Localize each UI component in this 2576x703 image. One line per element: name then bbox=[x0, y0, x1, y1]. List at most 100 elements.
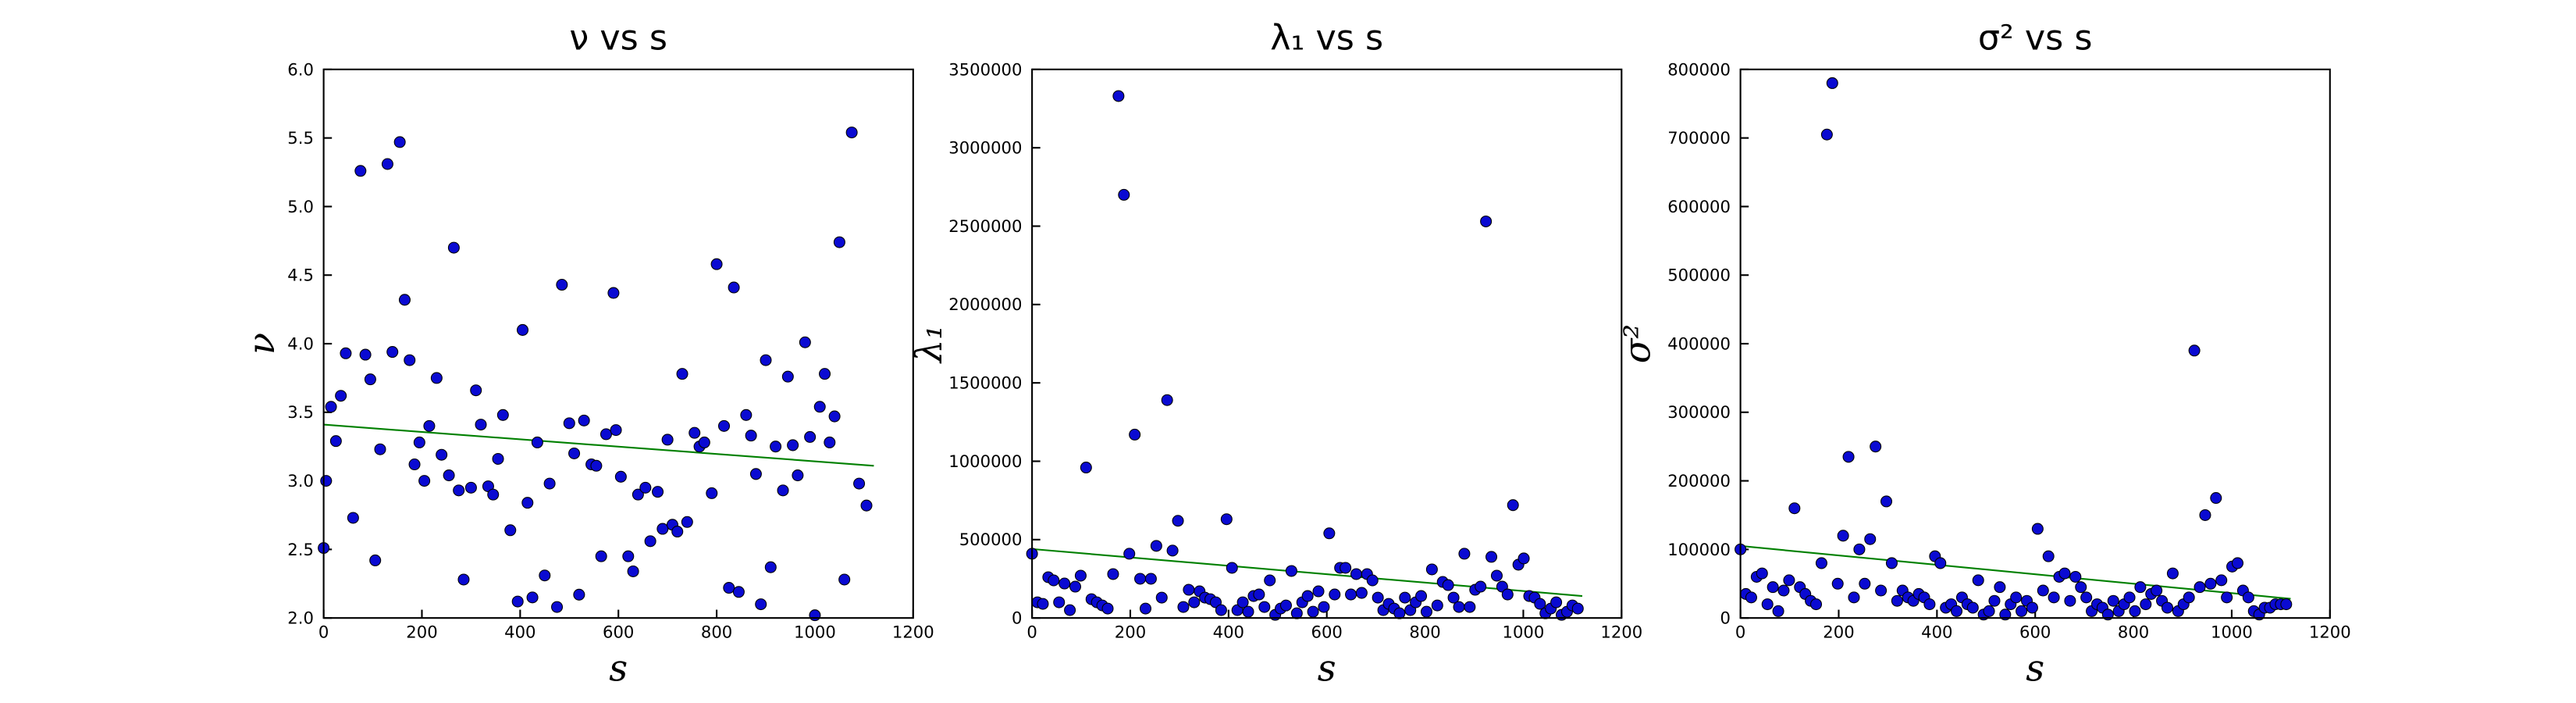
point bbox=[1761, 598, 1774, 611]
point bbox=[335, 390, 347, 402]
point bbox=[453, 484, 465, 497]
x-tick-label: 0 bbox=[318, 623, 329, 642]
point bbox=[770, 441, 782, 453]
point bbox=[813, 401, 826, 413]
point bbox=[1355, 587, 1368, 599]
point bbox=[1815, 557, 1827, 569]
point bbox=[1983, 605, 1995, 617]
point bbox=[819, 368, 831, 380]
x-tick-label: 1000 bbox=[2211, 623, 2253, 642]
x-tick-label: 200 bbox=[1823, 623, 1854, 642]
point bbox=[543, 477, 556, 490]
point bbox=[1745, 591, 1757, 604]
point bbox=[1177, 601, 1190, 613]
point bbox=[1048, 574, 1060, 587]
point bbox=[511, 595, 524, 608]
point bbox=[423, 419, 436, 432]
point bbox=[2037, 584, 2049, 597]
point bbox=[1571, 602, 1584, 615]
point bbox=[2242, 591, 2254, 604]
point bbox=[325, 401, 337, 413]
point bbox=[2231, 557, 2244, 569]
point bbox=[1458, 548, 1471, 560]
point bbox=[824, 436, 836, 448]
point bbox=[1507, 499, 1519, 512]
point bbox=[1501, 588, 1514, 601]
y-tick-label: 700000 bbox=[1667, 128, 1731, 148]
point bbox=[2048, 591, 2060, 604]
point bbox=[804, 430, 817, 443]
x-axis-label: s bbox=[609, 648, 628, 690]
point bbox=[1264, 574, 1276, 587]
point bbox=[1155, 591, 1168, 604]
point bbox=[1864, 533, 1877, 545]
point bbox=[2042, 550, 2055, 562]
point bbox=[698, 436, 710, 448]
point bbox=[487, 488, 500, 501]
subplot: ν vs s s ν 0 200 400 600 800 1000 1200 2.0 2.5 3.0 3.… bbox=[240, 18, 934, 689]
point bbox=[1783, 574, 1795, 587]
x-axis-label: s bbox=[1318, 648, 1336, 690]
point bbox=[1161, 394, 1173, 406]
point bbox=[381, 158, 393, 170]
point bbox=[1118, 188, 1130, 201]
point bbox=[2134, 581, 2147, 594]
point bbox=[1112, 90, 1125, 102]
point bbox=[1988, 594, 2001, 607]
point bbox=[359, 348, 372, 361]
point bbox=[573, 588, 585, 601]
subplot: λ₁ vs s s λ₁ 0 200 400 600 800 1000 1200 0 500000 10… bbox=[908, 18, 1642, 689]
point bbox=[1301, 590, 1314, 602]
point bbox=[563, 417, 575, 430]
plot-frame bbox=[1739, 68, 2331, 619]
point bbox=[551, 601, 564, 613]
point bbox=[1425, 563, 1438, 576]
point bbox=[718, 419, 731, 432]
point bbox=[627, 565, 639, 577]
point bbox=[2016, 605, 2028, 617]
y-tick-label: 3.5 bbox=[287, 402, 314, 422]
point bbox=[2151, 584, 2163, 597]
point bbox=[1290, 607, 1303, 619]
y-axis-label: ν bbox=[240, 333, 283, 355]
point bbox=[1253, 588, 1265, 601]
point bbox=[2161, 601, 2174, 614]
point bbox=[347, 512, 359, 524]
point bbox=[688, 426, 701, 439]
point bbox=[408, 459, 421, 471]
point bbox=[1485, 551, 1498, 563]
point bbox=[1144, 573, 1157, 585]
y-tick-label: 4.5 bbox=[287, 266, 314, 285]
point bbox=[329, 435, 342, 448]
point bbox=[1972, 574, 1984, 587]
point bbox=[1767, 581, 1779, 594]
point bbox=[787, 439, 799, 451]
x-tick-label: 1000 bbox=[794, 623, 836, 642]
point bbox=[418, 475, 431, 487]
chart-title: λ₁ vs s bbox=[1270, 18, 1383, 58]
point bbox=[1226, 562, 1238, 574]
point bbox=[1490, 569, 1503, 582]
point bbox=[1059, 577, 1071, 590]
point bbox=[1951, 605, 1963, 617]
point bbox=[590, 459, 603, 472]
point bbox=[745, 430, 757, 442]
y-tick-label: 400000 bbox=[1667, 334, 1731, 353]
point bbox=[374, 443, 386, 455]
point bbox=[430, 372, 443, 384]
point bbox=[1870, 441, 1882, 453]
point bbox=[706, 487, 718, 499]
point bbox=[1399, 591, 1411, 604]
point bbox=[1074, 569, 1087, 582]
x-tick-label: 0 bbox=[1735, 623, 1745, 642]
point bbox=[1107, 568, 1119, 580]
point bbox=[845, 127, 858, 139]
point bbox=[1480, 215, 1493, 228]
y-tick-label: 6.0 bbox=[287, 59, 314, 79]
point bbox=[600, 428, 612, 441]
point bbox=[1393, 607, 1406, 619]
point bbox=[777, 484, 789, 497]
point bbox=[760, 354, 772, 366]
point bbox=[1123, 548, 1136, 560]
x-tick-label: 200 bbox=[1115, 623, 1146, 642]
